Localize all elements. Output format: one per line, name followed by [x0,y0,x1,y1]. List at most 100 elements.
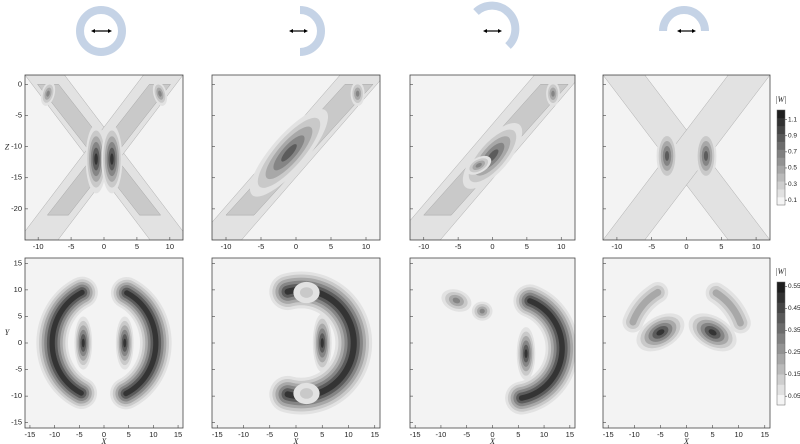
contour-level [603,75,770,240]
contour-field [25,75,183,240]
contour-level [123,290,159,397]
x-tick-label: 0 [102,430,106,439]
x-tick-label: 0 [490,242,494,251]
x-tick-label: 5 [127,430,131,439]
colorbar-band [777,141,785,150]
colorbar-band [777,110,785,119]
x-tick-label: 10 [752,242,760,251]
colorbar-band [777,157,785,166]
contour-level [518,298,565,401]
colorbar-tick-label: 0.7 [788,149,797,156]
contour-level [551,90,555,97]
contour-field [212,75,380,240]
x-tick-label: 5 [525,242,529,251]
x-tick-label: -15 [25,430,36,439]
x-tick-label: -15 [410,430,421,439]
geometry-icons [76,1,709,56]
ring-icon [659,6,709,32]
x-axis-label: X [293,437,300,444]
x-tick-label: -5 [648,242,655,251]
x-tick-label: 0 [684,242,688,251]
colorbar-label: |W| [775,267,786,276]
y-tick-label: 15 [14,258,22,267]
x-tick-label: 10 [557,242,565,251]
colorbar-tick-label: 0.45 [788,305,800,312]
y-axis-label: Y [5,328,11,337]
contour-level [479,308,485,314]
colorbar-band [777,282,785,293]
contour-field [36,276,172,410]
colorbar-band [777,312,785,324]
x-tick-label: 10 [540,430,548,439]
contour-level [708,329,717,336]
arrow-head [677,29,696,33]
y-tick-label: -10 [11,391,22,400]
panel: -10 -5 0 5 10 [211,74,381,251]
colorbar: |W| 0.1 0.3 0.5 0.7 0.9 1.1 [775,95,797,206]
y-tick-label: 10 [14,285,22,294]
x-axis-label: X [683,437,690,444]
contour-level [656,329,665,336]
arrows [91,29,696,33]
arrow-head [289,29,308,33]
panel: -10 -5 0 5 10 |W| 0.1 0.3 0.5 0.7 0.9 1.1 [602,74,797,251]
arrow-head [483,29,502,33]
colorbar-tick-label: 1.1 [788,116,797,123]
x-tick-label: 10 [149,430,157,439]
x-tick-label: 5 [516,430,520,439]
y-tick-label: -15 [11,173,22,182]
panel: -15 -10 -5 0 5 10 15 X |W| 0.05 0.15 0.25 0.35 0.45 0.… [602,257,800,444]
contour-level [123,338,127,348]
x-tick-label: -10 [49,430,60,439]
colorbar-band [777,149,785,158]
x-tick-label: -15 [603,430,614,439]
panel: -10 -5 0 5 10 0 -5 -10 -15 -20 Z [5,74,184,251]
x-tick-label: 0 [684,430,688,439]
x-tick-label: -5 [76,430,83,439]
colorbar-tick-label: 0.3 [788,181,797,188]
contour-level [46,90,50,97]
contour-level [320,338,324,348]
x-tick-label: -10 [221,242,232,251]
colorbar-band [777,343,785,355]
x-tick-label: 10 [166,242,174,251]
x-tick-label: -15 [212,430,223,439]
colorbar-band [777,181,785,190]
colorbar-band [777,197,785,206]
y-tick-label: -5 [15,365,22,374]
x-tick-label: -5 [463,430,470,439]
colorbar-band [777,333,785,344]
x-tick-label: 5 [329,242,333,251]
contour-level [49,289,85,396]
x-tick-label: 15 [566,430,574,439]
y-tick-label: -20 [11,204,22,213]
colorbar-band [777,374,785,385]
colorbar-tick-label: 0.55 [788,283,800,290]
contour-level [94,153,98,165]
panel: -15 -10 -5 0 5 10 15 X [211,257,381,444]
y-tick-label: -5 [15,110,22,119]
x-tick-label: -5 [455,242,462,251]
contour-level [110,153,114,165]
colorbar-band [777,364,785,375]
contour-level [281,144,297,162]
colorbar-band [777,323,785,334]
colorbar-band [777,302,785,314]
colorbar-tick-label: 0.35 [788,327,800,334]
x-axis-label: X [101,437,108,444]
contour-level [524,349,528,359]
contour-level [475,162,482,168]
contour-field [269,271,373,415]
x-tick-label: 15 [761,430,769,439]
x-tick-label: -10 [33,242,44,251]
panel: -15 -10 -5 0 5 10 15 -15 -10 -5 0 5 10 15 X Y [5,257,184,444]
colorbar-tick-label: 0.1 [788,197,797,204]
contour-level [452,297,461,304]
colorbar-tick-label: 0.25 [788,349,800,356]
contour-level [664,150,670,161]
y-tick-label: -10 [11,142,22,151]
x-tick-label: 0 [294,242,298,251]
x-axis-label: X [489,437,496,444]
x-tick-label: -10 [418,242,429,251]
